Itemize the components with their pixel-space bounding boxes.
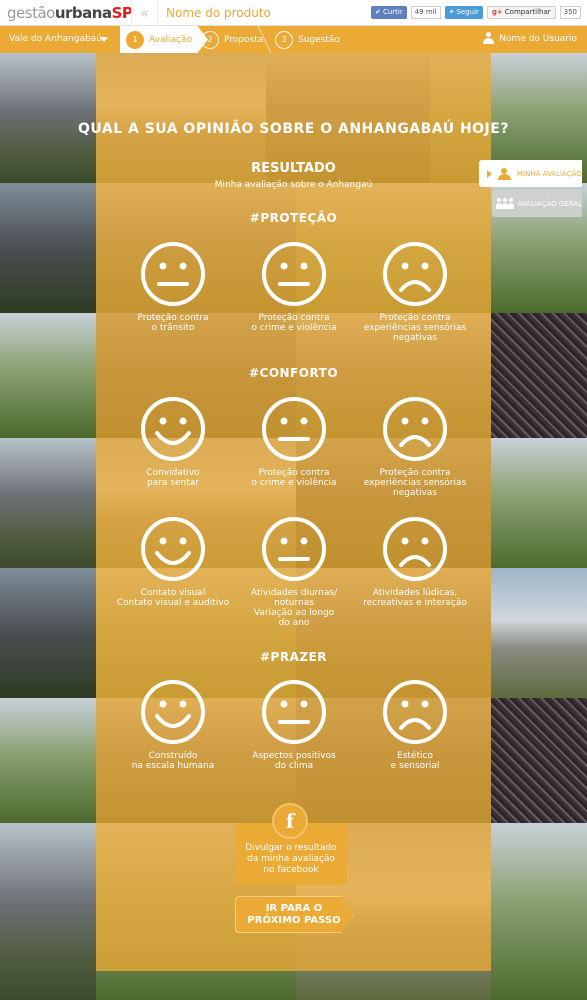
tab-general-evaluation[interactable]: AVALIAÇÃO GERAL bbox=[492, 190, 582, 217]
google-plus-share-button[interactable]: g+ Compartilhar bbox=[486, 6, 556, 19]
facebook-icon[interactable]: f bbox=[272, 803, 308, 839]
photo-tile bbox=[0, 568, 96, 698]
neutral-face-icon bbox=[261, 396, 327, 462]
result-subtitle: Minha avaliação sobre o Anhangaú bbox=[214, 180, 373, 190]
criterion-label: Aspectos positivos do clima bbox=[252, 751, 336, 771]
step-label: Avaliação bbox=[149, 34, 192, 45]
evaluation-result: QUAL A SUA OPINIÃO SOBRE O ANHANGABAÚ HO… bbox=[0, 53, 587, 1000]
step-3-sugestao[interactable]: 3 Sugestão bbox=[275, 29, 340, 50]
double-chevron-left-icon[interactable]: « bbox=[131, 0, 158, 26]
happy-face-icon bbox=[140, 679, 206, 745]
photo-tile bbox=[0, 698, 96, 823]
section-title-prazer: #PRAZER bbox=[259, 650, 327, 664]
logo[interactable]: gestãourbanaSP bbox=[7, 4, 133, 22]
step-2-proposta[interactable]: 2 Proposta bbox=[201, 29, 263, 50]
criterion-label: Atividades diurnas/ noturnas Variação ao… bbox=[250, 588, 338, 628]
location-selector[interactable]: Vale do Anhangabaú bbox=[9, 34, 102, 44]
play-arrow-icon bbox=[487, 169, 492, 178]
tab-label: AVALIAÇÃO GERAL bbox=[517, 199, 582, 208]
criterion-label: Construído na escala humana bbox=[131, 751, 215, 771]
step-label: Sugestão bbox=[298, 34, 340, 45]
criterion-label: Proteção contra o crime e violência bbox=[251, 468, 337, 488]
share-count: 350 bbox=[559, 6, 581, 19]
criterion-label: Estético e sensorial bbox=[390, 751, 440, 771]
happy-face-icon bbox=[140, 516, 206, 582]
neutral-face-icon bbox=[261, 241, 327, 307]
sad-face-icon bbox=[382, 516, 448, 582]
google-plus-icon: g+ bbox=[491, 8, 503, 16]
caret-down-icon[interactable] bbox=[100, 37, 108, 42]
photo-tile bbox=[491, 313, 587, 438]
twitter-follow-button[interactable]: ✦ Seguir bbox=[444, 6, 483, 19]
user-menu[interactable]: Nome do Usuario bbox=[483, 32, 577, 45]
group-icon bbox=[496, 197, 514, 210]
user-name: Nome do Usuario bbox=[499, 33, 577, 44]
photo-tile bbox=[0, 183, 96, 313]
section-title-conforto: #CONFORTO bbox=[248, 366, 339, 380]
sad-face-icon bbox=[382, 241, 448, 307]
photo-tile bbox=[491, 698, 587, 823]
photo-tile bbox=[0, 823, 96, 1000]
result-title: RESULTADO bbox=[251, 161, 336, 176]
user-icon bbox=[498, 167, 511, 180]
top-bar: gestãourbanaSP « Nome do produto ✔ Curtir… bbox=[0, 0, 587, 26]
step-number: 2 bbox=[201, 30, 219, 49]
like-count: 49 mil bbox=[410, 6, 441, 19]
photo-tile bbox=[491, 823, 587, 1000]
step-navigation: Vale do Anhangabaú 1 Avaliação 2 Propost… bbox=[0, 26, 587, 53]
photo-tile bbox=[0, 438, 96, 568]
sad-face-icon bbox=[382, 396, 448, 462]
photo-tile bbox=[491, 438, 587, 568]
section-title-protecao: #PROTEÇÃO bbox=[249, 211, 338, 225]
step-label: Proposta bbox=[224, 34, 264, 45]
social-buttons: ✔ Curtir 49 mil ✦ Seguir g+ Compartilhar 35… bbox=[371, 6, 581, 19]
twitter-bird-icon: ✦ bbox=[448, 8, 455, 16]
thumbs-up-icon: ✔ bbox=[375, 8, 381, 16]
criterion-label: Proteção contra o crime e violência bbox=[251, 313, 337, 333]
tab-my-evaluation[interactable]: MINHA AVALIAÇÃO bbox=[479, 160, 582, 187]
next-step-button[interactable]: IR PARA O PRÓXIMO PASSO bbox=[235, 896, 353, 933]
criterion-label: Proteção contra o trânsito bbox=[137, 313, 209, 333]
photo-tile bbox=[491, 568, 587, 698]
step-number: 1 bbox=[126, 30, 144, 49]
share-on-facebook-button[interactable]: Divulgar o resultado da minha avaliação … bbox=[235, 823, 347, 885]
sad-face-icon bbox=[382, 679, 448, 745]
criterion-label: Proteção contra experiências sensórias n… bbox=[363, 313, 467, 343]
photo-tile bbox=[0, 313, 96, 438]
product-name: Nome do produto bbox=[166, 6, 271, 20]
neutral-face-icon bbox=[261, 516, 327, 582]
page-title: QUAL A SUA OPINIÃO SOBRE O ANHANGABAÚ HO… bbox=[78, 121, 509, 137]
neutral-face-icon bbox=[140, 241, 206, 307]
step-number: 3 bbox=[275, 30, 293, 49]
step-1-avaliacao[interactable]: 1 Avaliação bbox=[120, 26, 208, 53]
criterion-label: Proteção contra experiências sensórias n… bbox=[363, 468, 467, 498]
photo-tile bbox=[0, 53, 96, 183]
neutral-face-icon bbox=[261, 679, 327, 745]
happy-face-icon bbox=[140, 396, 206, 462]
criterion-label: Atividades lúdicas, recreativas e intera… bbox=[363, 588, 467, 608]
criterion-label: Convidativo para sentar bbox=[146, 468, 200, 488]
criterion-label: Contato visual Contato visual e auditivo bbox=[116, 588, 230, 608]
tab-label: MINHA AVALIAÇÃO bbox=[517, 169, 582, 178]
user-icon bbox=[483, 32, 495, 45]
facebook-like-button[interactable]: ✔ Curtir bbox=[371, 6, 407, 19]
